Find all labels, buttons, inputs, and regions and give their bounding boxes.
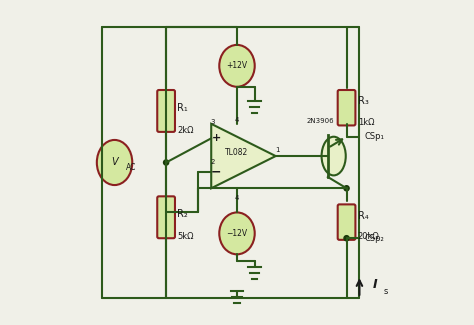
Text: R₂: R₂ [177,209,188,219]
Ellipse shape [219,45,255,87]
FancyBboxPatch shape [157,196,175,238]
FancyBboxPatch shape [157,90,175,132]
Text: 3: 3 [210,119,215,125]
Text: 2N3906: 2N3906 [307,118,335,124]
Text: AC: AC [126,163,136,172]
Text: 5kΩ: 5kΩ [177,232,194,241]
Text: 4: 4 [235,117,239,124]
Text: R₃: R₃ [358,96,369,106]
Text: CSp₂: CSp₂ [365,234,384,243]
Text: +: + [211,133,221,143]
Ellipse shape [219,213,255,254]
Polygon shape [211,124,276,188]
Text: +12V: +12V [227,61,247,70]
FancyBboxPatch shape [337,90,356,125]
Text: 2: 2 [210,160,215,165]
Text: V: V [111,158,118,167]
Text: 1: 1 [276,147,280,153]
Text: I: I [373,279,377,292]
Circle shape [344,186,349,191]
Text: 20kΩ: 20kΩ [358,232,380,241]
Text: −: − [211,166,221,179]
Text: R₄: R₄ [358,211,369,221]
Text: 4: 4 [235,195,239,201]
Ellipse shape [321,137,346,176]
Text: R₁: R₁ [177,103,188,113]
Text: TL082: TL082 [225,148,249,157]
Ellipse shape [97,140,132,185]
Text: −12V: −12V [227,229,247,238]
Text: CSp₁: CSp₁ [365,132,384,141]
Text: 2kΩ: 2kΩ [177,126,194,135]
Text: 1kΩ: 1kΩ [358,118,374,127]
FancyBboxPatch shape [337,204,356,240]
Circle shape [344,236,349,241]
Text: s: s [383,287,388,296]
Circle shape [164,160,169,165]
